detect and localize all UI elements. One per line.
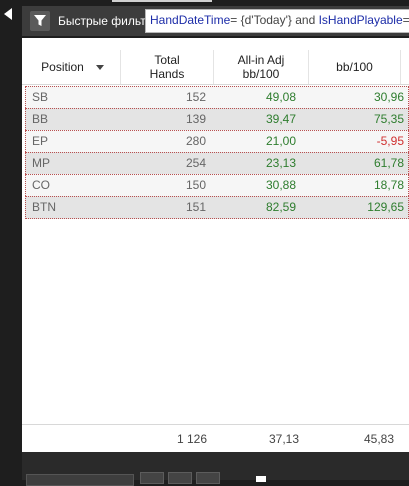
filter-operator-eq: = <box>402 13 409 27</box>
cell-hands: 152 <box>185 90 206 104</box>
cell-bb100: 30,96 <box>373 90 404 104</box>
caret-left-icon[interactable] <box>4 8 12 20</box>
cell-bb100: 18,78 <box>373 178 404 192</box>
column-header-total-hands-label: Total Hands <box>149 53 185 81</box>
cell-hands: 150 <box>185 178 206 192</box>
cell-hands: 151 <box>185 200 206 214</box>
filter-expression-input[interactable]: HandDateTime= {d'Today'} and IsHandPlaya… <box>145 9 409 33</box>
cell-position: CO <box>32 178 50 192</box>
table-row[interactable]: SB 152 49,08 30,96 <box>25 86 409 108</box>
cell-allin-adj: 21,00 <box>265 134 296 148</box>
cell-bb100: 129,65 <box>367 200 404 214</box>
cell-bb100: 75,35 <box>373 112 404 126</box>
column-header-bb100[interactable]: bb/100 <box>309 50 401 84</box>
quick-filter-label: Быстрые фильт <box>58 14 146 28</box>
left-panel-strip <box>0 0 22 480</box>
column-header-bb100-label: bb/100 <box>336 60 373 74</box>
cell-bb100: -5,95 <box>376 134 404 148</box>
toolbar-button-1[interactable] <box>140 472 164 484</box>
table-row[interactable]: BB 139 39,47 75,35 <box>25 108 409 130</box>
bottom-toolbar <box>22 452 409 486</box>
cell-position: EP <box>32 134 49 148</box>
cell-hands: 139 <box>185 112 206 126</box>
toolbar-button-2[interactable] <box>168 472 192 484</box>
total-hands: 1 126 <box>176 432 207 446</box>
quick-filter-bar: Быстрые фильт HandDateTime= {d'Today'} a… <box>22 6 409 36</box>
column-header-position-label: Position <box>41 60 84 74</box>
grid-header: Position Total Hands All-in Adj bb/100 b… <box>22 50 409 85</box>
toolbar-button-3[interactable] <box>196 472 220 484</box>
cell-position: BB <box>32 112 49 126</box>
stats-grid: Position Total Hands All-in Adj bb/100 b… <box>22 38 409 430</box>
table-row[interactable]: BTN 151 82,59 129,65 <box>25 196 409 219</box>
cell-allin-adj: 82,59 <box>265 200 296 214</box>
column-header-position[interactable]: Position <box>25 50 121 84</box>
total-allin-adj: 37,13 <box>268 432 299 446</box>
filter-button[interactable] <box>30 11 50 31</box>
chevron-down-icon[interactable] <box>95 64 104 70</box>
column-header-allin-adj[interactable]: All-in Adj bb/100 <box>214 50 309 84</box>
table-row[interactable]: EP 280 21,00 -5,95 <box>25 130 409 152</box>
table-row[interactable]: MP 254 23,13 61,78 <box>25 152 409 174</box>
cell-position: SB <box>32 90 49 104</box>
total-bb100: 45,83 <box>363 432 394 446</box>
filter-field-ishandplayable: IsHandPlayable <box>318 13 403 27</box>
cell-hands: 280 <box>185 134 206 148</box>
filter-operator-today: = {d'Today'} and <box>230 13 319 27</box>
cell-position: BTN <box>32 200 56 214</box>
cell-allin-adj: 49,08 <box>265 90 296 104</box>
totals-row: 1 126 37,13 45,83 <box>22 424 409 453</box>
cell-allin-adj: 30,88 <box>265 178 296 192</box>
column-header-allin-adj-label: All-in Adj bb/100 <box>237 53 285 81</box>
cell-allin-adj: 23,13 <box>265 156 296 170</box>
cell-bb100: 61,78 <box>373 156 404 170</box>
cell-allin-adj: 39,47 <box>265 112 296 126</box>
funnel-icon <box>34 15 46 26</box>
column-header-total-hands[interactable]: Total Hands <box>121 50 214 84</box>
bottom-checkbox[interactable] <box>256 476 266 482</box>
table-row[interactable]: CO 150 30,88 18,78 <box>25 174 409 196</box>
top-tab-underline <box>112 0 212 2</box>
filter-field-handdatetime: HandDateTime <box>150 13 231 27</box>
cell-hands: 254 <box>185 156 206 170</box>
cell-position: MP <box>32 156 50 170</box>
bottom-dropdown[interactable] <box>26 474 134 486</box>
